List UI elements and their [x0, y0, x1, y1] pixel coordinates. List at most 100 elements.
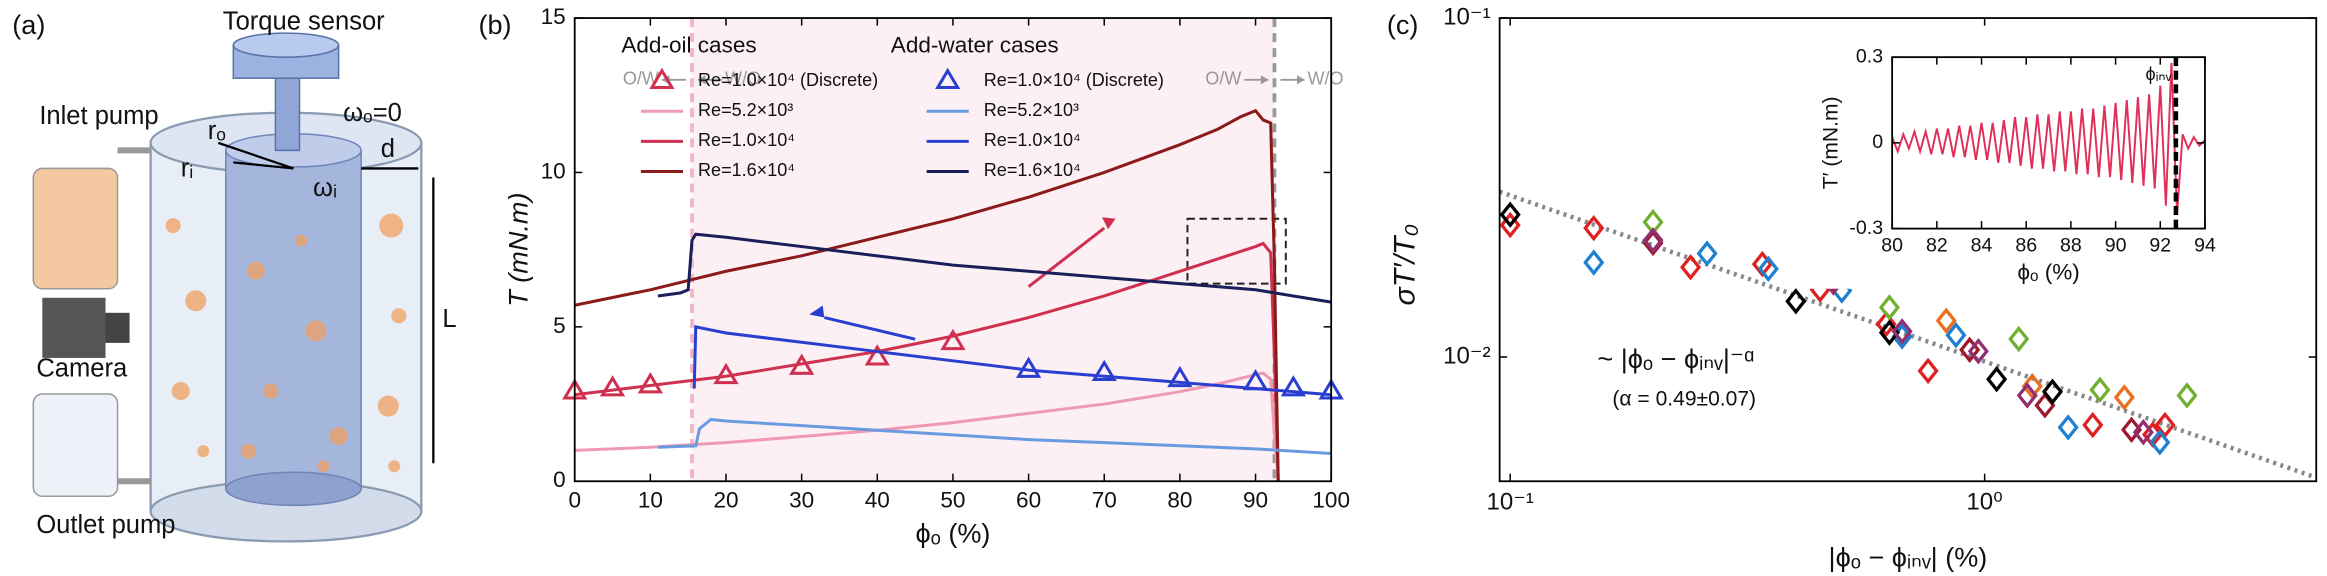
- annotation-arrowhead: [1297, 75, 1305, 85]
- diagram-label: d: [381, 135, 395, 163]
- x-axis-label: |ϕₒ − ϕᵢₙᵥ| (%): [1829, 542, 1988, 573]
- legend-label: Re=1.0×10⁴ (Discrete): [698, 70, 878, 90]
- direction-arrowhead: [809, 305, 825, 318]
- y-tick-label: 10⁻¹: [1443, 3, 1490, 30]
- inversion-label: ϕᵢₙᵥ: [2145, 64, 2171, 84]
- series-line: [692, 325, 1332, 397]
- y-tick-label: 0: [553, 467, 566, 492]
- fit-line: [1498, 189, 2317, 480]
- x-tick-label: 0: [568, 488, 581, 513]
- annotation-arrowhead: [1260, 75, 1269, 85]
- data-point: [1785, 288, 1807, 315]
- plot-frame: [1498, 17, 2318, 483]
- radius-arrow: [233, 161, 294, 170]
- data-point: [1945, 321, 1967, 349]
- data-point: [599, 375, 626, 397]
- diagram-label: Camera: [36, 355, 128, 383]
- panel-label: (b): [478, 9, 511, 40]
- diagram-label: ωₒ=0: [343, 99, 402, 127]
- camera-lens: [105, 312, 130, 343]
- annotation: W/O: [1308, 69, 1344, 89]
- data-point: [1935, 307, 1957, 334]
- data-point: [2120, 416, 2143, 443]
- y-tick-label: 0: [1872, 131, 1883, 153]
- inlet-reservoir: [32, 167, 119, 290]
- legend-label: Re=1.0×10⁴: [984, 130, 1081, 150]
- data-point: [1680, 254, 1702, 281]
- x-tick-label: 82: [1926, 234, 1948, 256]
- data-point: [2132, 419, 2154, 446]
- legend-label: Re=5.2×10³: [984, 100, 1079, 120]
- x-tick-label: 20: [713, 488, 738, 513]
- annotation: (α = 0.49±0.07): [1612, 388, 1756, 411]
- x-tick-label: 50: [940, 488, 965, 513]
- panel-label: (c): [1387, 9, 1419, 40]
- x-tick-label: 94: [2194, 234, 2216, 256]
- signal-line: [1891, 62, 2206, 215]
- data-point: [1280, 375, 1307, 397]
- y-tick-label: 5: [553, 313, 566, 338]
- annotation: O/W: [1205, 69, 1241, 89]
- diagram-label: rₒ: [208, 117, 226, 145]
- data-point: [2113, 384, 2135, 411]
- data-point: [1583, 214, 1605, 242]
- diagram-label: Inlet pump: [39, 102, 158, 130]
- x-tick-label: 100: [1312, 488, 1350, 513]
- x-tick-label: 80: [1881, 234, 1903, 256]
- data-point: [940, 328, 966, 351]
- x-axis-label: ϕₒ (%): [2017, 260, 2079, 285]
- legend-marker: [649, 67, 675, 90]
- x-tick-label: 60: [1016, 488, 1041, 513]
- data-point: [1499, 201, 1521, 228]
- zoom-box: [1186, 217, 1287, 285]
- outlet-reservoir: [32, 393, 119, 498]
- data-point: [1875, 310, 1897, 338]
- y-axis-label: T′ (mN.m): [1820, 96, 1843, 189]
- annotation: O/W: [623, 69, 659, 89]
- diagram-label: rᵢ: [181, 155, 194, 183]
- data-point: [1757, 255, 1779, 283]
- data-point: [2176, 382, 2198, 409]
- inset-background: [1801, 42, 2221, 289]
- annotation-arrowhead: [697, 75, 706, 85]
- data-point: [2021, 373, 2043, 400]
- torque-sensor-top: [232, 32, 340, 58]
- diagram-label: L: [442, 305, 456, 333]
- x-tick-label: 40: [865, 488, 890, 513]
- data-point: [1167, 365, 1193, 388]
- x-tick-label: 30: [789, 488, 814, 513]
- data-point: [2082, 411, 2104, 439]
- y-tick-label: 0.3: [1856, 45, 1883, 67]
- phase-shade: [691, 18, 1275, 482]
- x-tick-label: 10: [638, 488, 663, 513]
- data-point: [1696, 240, 1718, 267]
- annotation: W/O: [725, 69, 761, 89]
- data-point: [2154, 411, 2176, 439]
- radius-arrow: [217, 141, 294, 170]
- data-point: [1917, 357, 1939, 385]
- inner-cylinder-bottom: [225, 471, 362, 507]
- x-tick-label: 80: [1167, 488, 1192, 513]
- legend-title: Add-oil cases: [621, 33, 756, 58]
- direction-arrow: [824, 316, 916, 341]
- x-tick-label: 84: [1971, 234, 1993, 256]
- series-line: [574, 241, 1280, 482]
- x-tick-label: 90: [1243, 488, 1268, 513]
- direction-arrow: [1027, 226, 1106, 288]
- diagram-label: Torque sensor: [223, 7, 385, 35]
- legend-label: Re=1.0×10⁴ (Discrete): [984, 70, 1164, 90]
- data-point: [2016, 382, 2038, 409]
- diagram-label: Outlet pump: [36, 511, 175, 539]
- apparatus-diagram: (a) Torque sensor ωₒ=0 rₒ rᵢ ωᵢ d L Inle…: [12, 7, 457, 543]
- series-line: [657, 232, 1332, 304]
- data-point: [1642, 227, 1664, 254]
- y-tick-label: 10: [541, 158, 566, 183]
- data-point: [2041, 378, 2064, 405]
- data-point: [1891, 318, 1913, 345]
- x-axis-label: ϕₒ (%): [915, 518, 990, 549]
- panel-label: (a): [12, 9, 45, 40]
- diagram-label: ωᵢ: [313, 174, 337, 202]
- series-line: [657, 417, 1332, 455]
- y-axis-label: T (mN.m): [503, 193, 534, 307]
